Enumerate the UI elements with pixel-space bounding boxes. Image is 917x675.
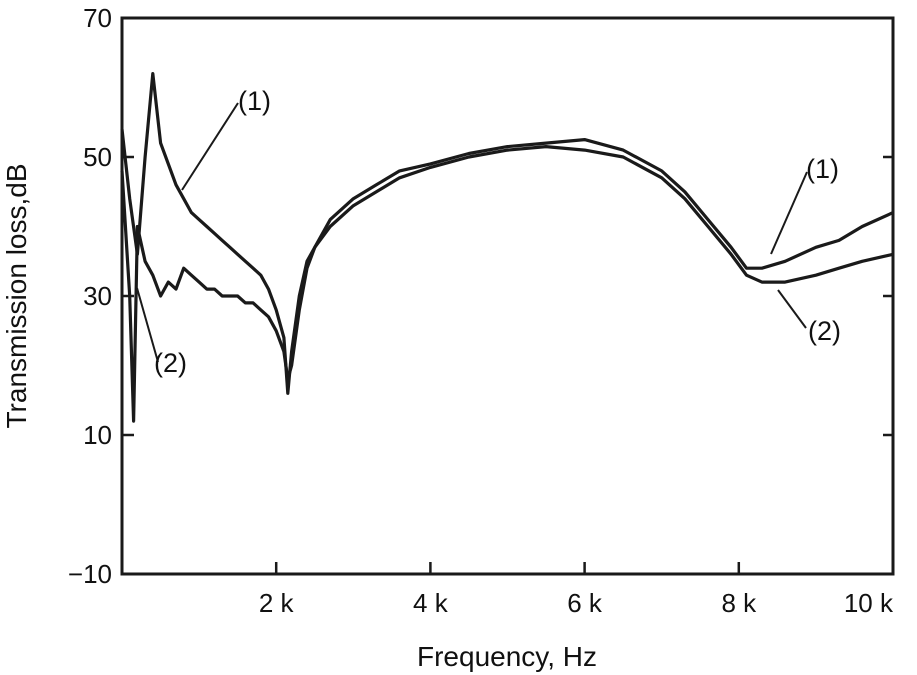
annotation-leaders <box>136 102 808 363</box>
x-axis-ticks: 2 k 4 k 6 k 8 k 10 k <box>259 562 895 618</box>
leader-1-right <box>770 171 808 255</box>
x-tick-label: 8 k <box>721 588 757 618</box>
x-tick-label: 10 k <box>844 588 894 618</box>
annotation-label-1-left: (1) <box>238 86 271 116</box>
y-tick-label: −10 <box>68 559 112 589</box>
leader-2-left <box>136 287 159 363</box>
series-line-2 <box>120 145 894 423</box>
annotation-label-2-right: (2) <box>808 316 841 346</box>
y-tick-label: 70 <box>83 3 112 33</box>
y-tick-label: 30 <box>83 281 112 311</box>
series-line-1 <box>120 72 894 395</box>
annotation-label-1-right: (1) <box>806 154 839 184</box>
leader-1-left <box>181 102 239 191</box>
x-tick-label: 2 k <box>259 588 295 618</box>
annotation-label-2-left: (2) <box>154 348 187 378</box>
series-layer <box>120 72 894 423</box>
y-axis-ticks: −10 10 30 50 70 <box>68 3 893 589</box>
y-tick-label: 50 <box>83 142 112 172</box>
x-tick-label: 6 k <box>567 588 603 618</box>
x-axis-title: Frequency, Hz <box>417 641 597 672</box>
leader-2-right <box>777 289 807 329</box>
y-axis-title: Transmission loss,dB <box>1 163 32 428</box>
x-tick-label: 4 k <box>413 588 449 618</box>
y-tick-label: 10 <box>83 420 112 450</box>
